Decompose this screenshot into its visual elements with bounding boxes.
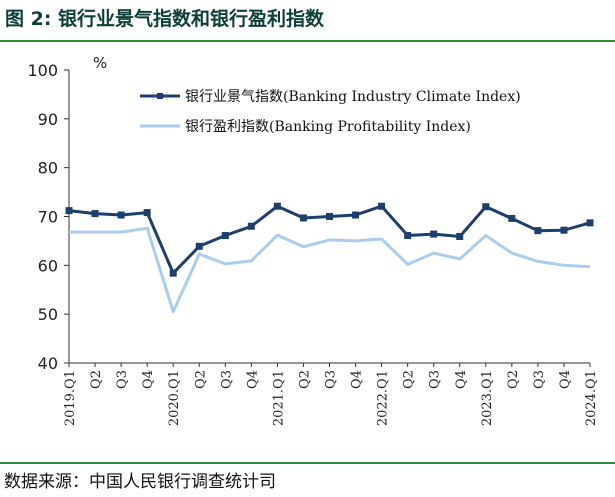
x-tick-label: Q2 [402, 370, 417, 389]
data-point-marker [247, 222, 255, 230]
x-tick-label: Q4 [141, 370, 156, 389]
y-unit-label: % [93, 54, 107, 72]
data-point-marker [508, 214, 516, 222]
data-point-marker [456, 233, 464, 241]
x-axis-ticks: 2019.Q1 Q2 Q3 Q4 2020.Q1 Q2 Q3 Q4 2021.Q1 Q2 Q3 Q4 2… [63, 363, 599, 426]
y-tick-label: 40 [38, 354, 58, 373]
legend-marker [157, 93, 163, 99]
data-point-marker [91, 210, 99, 218]
x-tick-label: 2021.Q1 [271, 370, 286, 426]
x-tick-label: Q2 [297, 370, 312, 389]
line-chart: 40 50 60 70 80 90 100 2019.Q1 Q2 Q3 Q4 2020.Q1 Q2 Q3… [27, 54, 599, 426]
data-point-marker [65, 207, 73, 215]
x-tick-label: 2024.Q1 [584, 370, 599, 426]
data-point-marker [221, 232, 229, 240]
data-point-marker [560, 226, 568, 234]
data-point-marker [378, 202, 386, 210]
y-axis-ticks: 40 50 60 70 80 90 100 [27, 61, 69, 373]
series-lines [65, 202, 594, 314]
x-tick-label: Q3 [532, 370, 547, 389]
data-point-marker [195, 242, 203, 250]
title-divider [0, 40, 615, 42]
data-point-marker [169, 269, 177, 277]
data-point-marker [299, 214, 307, 222]
y-tick-label: 100 [27, 61, 58, 80]
legend-label: 银行业景气指数(Banking Industry Climate Index) [185, 89, 521, 105]
data-point-marker [326, 213, 333, 220]
x-tick-label: 2020.Q1 [167, 370, 182, 426]
data-point-marker [404, 232, 412, 240]
x-tick-label: Q4 [350, 370, 365, 389]
source-note: 数据来源：中国人民银行调查统计司 [4, 472, 276, 492]
y-tick-label: 70 [38, 208, 58, 227]
x-tick-label: Q2 [506, 370, 521, 389]
data-point-marker [482, 203, 490, 211]
y-tick-label: 90 [38, 110, 58, 129]
y-tick-label: 50 [38, 305, 58, 324]
data-point-marker [352, 211, 360, 219]
x-tick-label: Q3 [115, 370, 130, 389]
x-tick-label: Q3 [324, 370, 339, 389]
x-tick-label: Q4 [558, 370, 573, 389]
data-point-marker [430, 230, 438, 238]
x-tick-label: 2023.Q1 [480, 370, 495, 426]
y-tick-label: 80 [38, 159, 58, 178]
series-line [69, 226, 591, 314]
data-point-marker [117, 211, 125, 219]
data-point-marker [586, 219, 594, 227]
x-tick-label: Q3 [428, 370, 443, 389]
data-point-marker [534, 227, 542, 235]
source-divider [0, 462, 615, 464]
x-tick-label: Q2 [193, 370, 208, 389]
data-point-marker [143, 209, 151, 217]
data-point-marker [273, 202, 281, 210]
x-tick-label: Q3 [219, 370, 234, 389]
legend: 银行业景气指数(Banking Industry Climate Index) 银… [140, 89, 521, 135]
x-tick-label: Q4 [245, 370, 260, 389]
y-tick-label: 60 [38, 256, 58, 275]
legend-label: 银行盈利指数(Banking Profitability Index) [185, 119, 471, 135]
x-tick-label: 2019.Q1 [63, 370, 78, 426]
x-tick-label: Q4 [454, 370, 469, 389]
x-tick-label: Q2 [89, 370, 104, 389]
x-tick-label: 2022.Q1 [376, 370, 391, 426]
chart-title: 图 2: 银行业景气指数和银行盈利指数 [5, 8, 325, 30]
